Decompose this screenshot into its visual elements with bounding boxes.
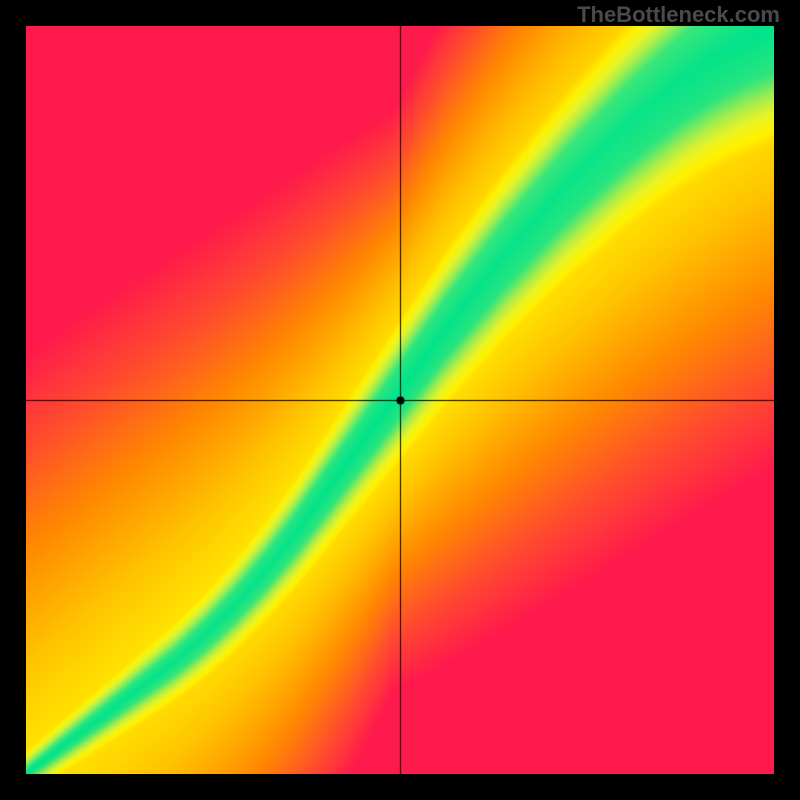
chart-container: TheBottleneck.com [0, 0, 800, 800]
bottleneck-heatmap [26, 26, 774, 774]
watermark-text: TheBottleneck.com [577, 2, 780, 28]
